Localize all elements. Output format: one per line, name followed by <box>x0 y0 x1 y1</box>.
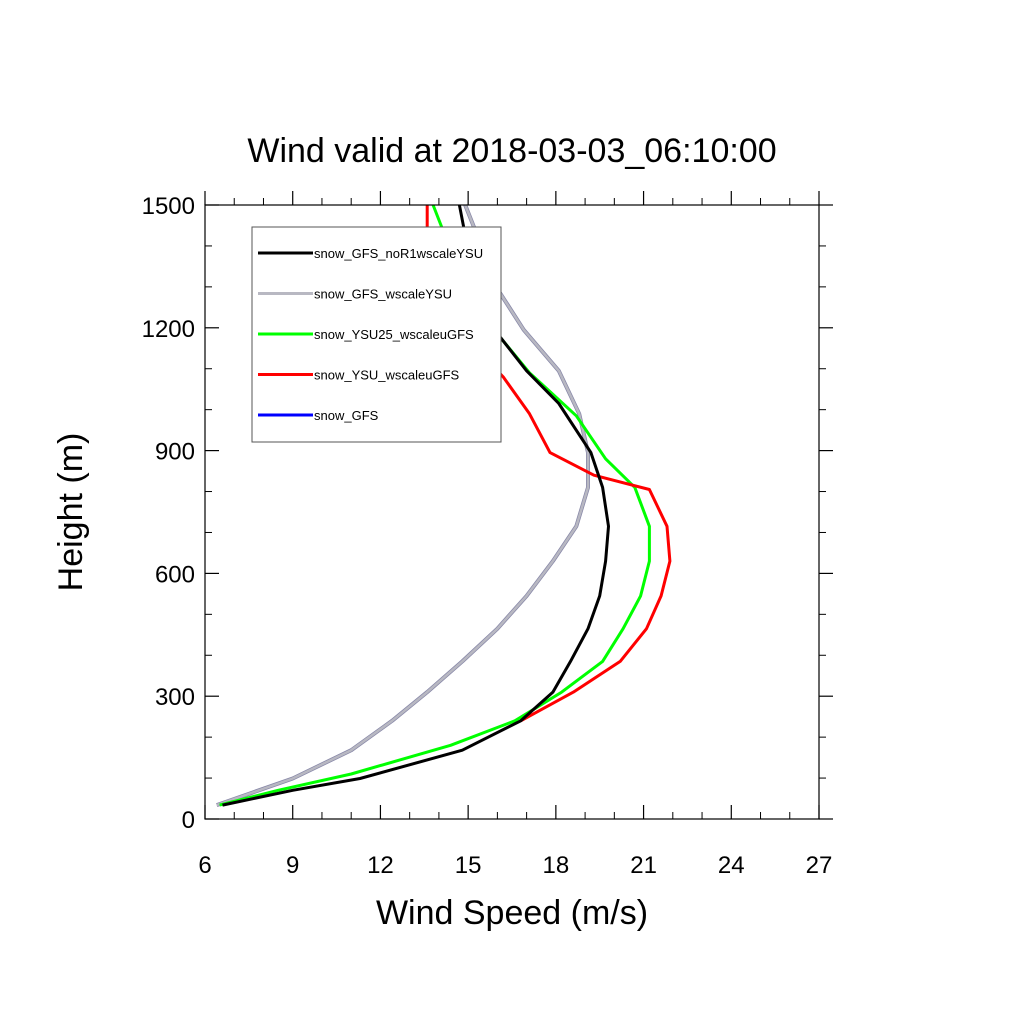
x-tick-label: 27 <box>806 852 833 879</box>
x-tick-label: 9 <box>286 852 299 879</box>
legend-label: snow_GFS <box>314 408 379 423</box>
legend-label: snow_YSU_wscaleuGFS <box>314 368 460 383</box>
x-tick-label: 15 <box>455 852 482 879</box>
y-axis-title: Height (m) <box>52 433 90 592</box>
tick-marks <box>204 191 833 820</box>
legend-label: snow_YSU25_wscaleuGFS <box>314 327 474 342</box>
y-tick-label: 900 <box>155 439 195 466</box>
chart-title: Wind valid at 2018-03-03_06:10:00 <box>247 132 776 170</box>
x-tick-label: 12 <box>367 852 394 879</box>
x-tick-label: 24 <box>718 852 745 879</box>
tick-labels: 6 9 12 15 18 21 24 27 0 300 600 900 1200 1500 <box>142 193 833 879</box>
legend: snow_GFS_noR1wscaleYSU snow_GFS_wscaleYSU… <box>251 226 502 443</box>
legend-label: snow_GFS_noR1wscaleYSU <box>314 246 483 261</box>
x-tick-label: 6 <box>198 852 211 879</box>
x-tick-label: 21 <box>630 852 657 879</box>
y-tick-label: 0 <box>182 807 195 834</box>
plot-frame <box>204 204 820 820</box>
y-tick-label: 600 <box>155 561 195 588</box>
series-line-1 <box>216 204 590 807</box>
x-axis-title: Wind Speed (m/s) <box>376 894 648 932</box>
y-tick-label: 1200 <box>142 316 195 343</box>
y-tick-label: 300 <box>155 684 195 711</box>
legend-label: snow_GFS_wscaleYSU <box>314 287 452 302</box>
y-tick-label: 1500 <box>142 193 195 220</box>
x-tick-label: 18 <box>543 852 570 879</box>
